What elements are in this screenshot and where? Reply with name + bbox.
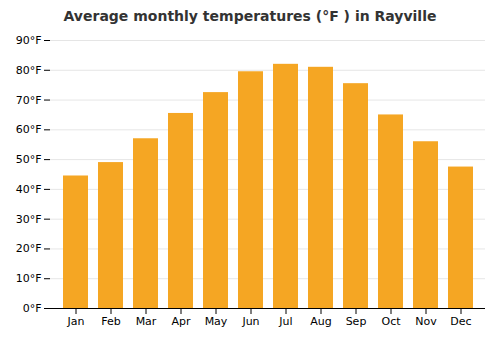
svg-text:90°F: 90°F [16, 34, 42, 47]
svg-text:Sep: Sep [346, 315, 367, 328]
svg-text:Aug: Aug [310, 315, 331, 328]
svg-text:Jun: Jun [241, 315, 259, 328]
svg-text:50°F: 50°F [16, 153, 42, 166]
svg-text:70°F: 70°F [16, 94, 42, 107]
html-text:Average monthly temperatures (: Average monthly temperatures (°F ) in Ra… [63, 8, 437, 24]
svg-text:40°F: 40°F [16, 183, 42, 196]
svg-text:Mar: Mar [136, 315, 157, 328]
svg-text:60°F: 60°F [16, 123, 42, 136]
svg-text:Oct: Oct [381, 315, 401, 328]
svg-text:Feb: Feb [101, 315, 120, 328]
svg-text:May: May [205, 315, 228, 328]
svg-text:Apr: Apr [171, 315, 191, 328]
svg-text:80°F: 80°F [16, 64, 42, 77]
svg-text:10°F: 10°F [16, 272, 42, 285]
svg-text:Nov: Nov [415, 315, 437, 328]
svg-text:Jul: Jul [278, 315, 292, 328]
svg-text:30°F: 30°F [16, 213, 42, 226]
svg-text:Jan: Jan [67, 315, 85, 328]
svg-text:20°F: 20°F [16, 242, 42, 255]
svg-text:0°F: 0°F [23, 302, 42, 315]
svg-text:Dec: Dec [450, 315, 471, 328]
